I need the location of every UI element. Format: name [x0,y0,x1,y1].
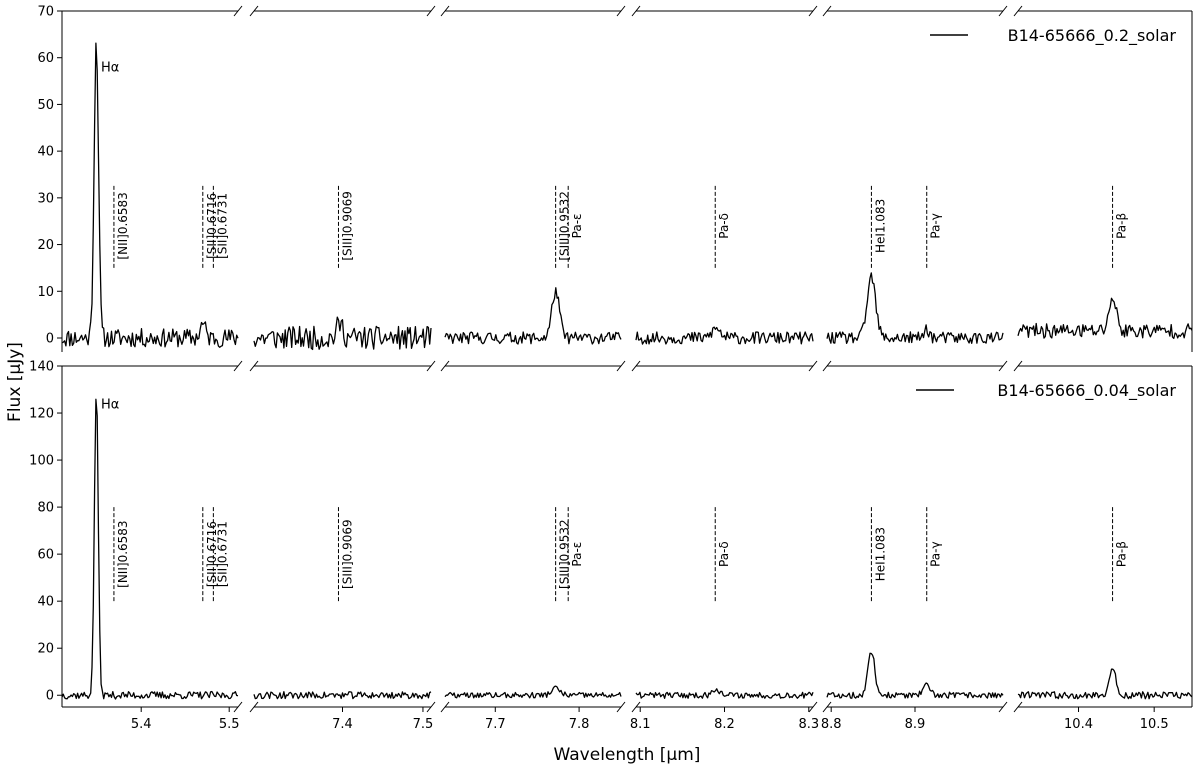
emission-line-label: Pa-δ [717,541,731,567]
emission-line-label: Pa-δ [717,213,731,239]
emission-line-label: [NII]0.6583 [116,520,130,587]
axis-break-mark [1013,5,1023,17]
axis-break-mark [616,701,626,713]
axis-break-mark [616,5,626,17]
axis-break-mark [426,360,436,372]
emission-line-label: Pa-γ [929,213,943,238]
y-tick-label: 40 [37,595,54,610]
legend-entry: B14-65666_0.2_solar [1008,26,1177,46]
axis-break-mark [998,360,1008,372]
spectrum-line [61,42,239,348]
y-tick-label: 70 [37,5,54,20]
y-tick-label: 80 [37,501,54,516]
spectrum-line [444,287,622,345]
emission-line-label: HeI1.083 [873,527,887,581]
peak-label: Hα [101,61,119,76]
axis-break-mark [616,360,626,372]
emission-line-label: Pa-ε [570,213,584,238]
emission-line-label: Pa-ε [570,542,584,567]
axis-break-mark [233,701,243,713]
y-tick-label: 0 [46,689,54,704]
emission-line-label: Pa-β [1115,541,1129,567]
emission-line-label: [SIII]0.9069 [340,191,354,261]
emission-line-label: [SII]0.6716 [205,193,219,259]
x-tick-label: 10.4 [1064,717,1093,732]
y-tick-label: 20 [37,238,54,253]
y-axis-title: Flux [μJy] [5,342,25,422]
axis-break-mark [822,360,832,372]
axis-break-mark [808,701,818,713]
emission-line-label: [SIII]0.9069 [340,519,354,589]
x-tick-label: 5.5 [219,717,240,732]
peak-label: Hα [101,397,119,412]
axis-break-mark [426,5,436,17]
x-tick-label: 8.9 [905,717,926,732]
axis-break-mark [631,701,641,713]
spectrum-line [826,272,1004,345]
spectrum-line [1017,297,1193,340]
axis-break-mark [1013,701,1023,713]
axis-break-mark [233,5,243,17]
y-tick-label: 30 [37,191,54,206]
emission-line-label: Pa-γ [929,541,943,566]
y-tick-label: 40 [37,145,54,160]
y-tick-label: 100 [29,454,54,469]
spectrum-line [826,652,1004,699]
y-tick-label: 140 [29,360,54,375]
axis-break-mark [998,5,1008,17]
axis-break-mark [440,5,450,17]
axis-break-mark [249,701,259,713]
axis-break-mark [822,5,832,17]
y-tick-label: 120 [29,407,54,422]
axis-break-mark [249,360,259,372]
spectrum-line [635,326,814,345]
y-tick-label: 20 [37,642,54,657]
axis-break-mark [822,701,832,713]
y-tick-label: 50 [37,98,54,113]
x-tick-label: 7.7 [485,717,506,732]
x-tick-label: 7.5 [413,717,434,732]
axis-break-mark [1013,360,1023,372]
y-tick-label: 0 [46,331,54,346]
axis-break-mark [249,5,259,17]
axis-break-mark [426,701,436,713]
y-tick-label: 60 [37,51,54,66]
spectrum-line [61,398,239,700]
emission-line-label: [SII]0.6731 [215,521,229,587]
spectrum-line [253,316,432,351]
emission-line-label: [SII]0.6731 [215,193,229,259]
axis-break-mark [631,360,641,372]
y-tick-label: 10 [37,285,54,300]
spectrum-line [444,685,622,699]
x-tick-label: 10.5 [1140,717,1169,732]
x-tick-label: 8.2 [714,717,735,732]
axis-break-mark [440,701,450,713]
axis-break-mark [808,5,818,17]
x-tick-label: 7.8 [569,717,590,732]
axis-break-mark [233,360,243,372]
legend-entry: B14-65666_0.04_solar [997,381,1176,401]
emission-line-label: Pa-β [1115,213,1129,239]
spectrum-line [1017,668,1193,700]
axis-break-mark [998,701,1008,713]
spectrum-line [635,688,814,699]
x-axis-title: Wavelength [μm] [554,745,701,765]
x-tick-label: 8.3 [798,717,819,732]
emission-line-label: [NII]0.6583 [116,192,130,259]
y-tick-label: 60 [37,548,54,563]
x-tick-label: 8.8 [821,717,842,732]
axis-break-mark [440,360,450,372]
emission-line-label: [SIII]0.9532 [558,519,572,589]
emission-line-label: [SII]0.6716 [205,521,219,587]
axis-break-mark [808,360,818,372]
x-tick-label: 8.1 [630,717,651,732]
x-tick-label: 5.4 [131,717,152,732]
spectrum-line [253,691,432,700]
axis-break-mark [631,5,641,17]
panel-2: 5.4 5.5 7.4 7.5 7.7 7.8 8.1 8.2 8.3 8.8 8.9 10.4 10.… [29,360,1193,732]
x-tick-label: 7.4 [332,717,353,732]
emission-line-label: HeI1.083 [873,199,887,253]
